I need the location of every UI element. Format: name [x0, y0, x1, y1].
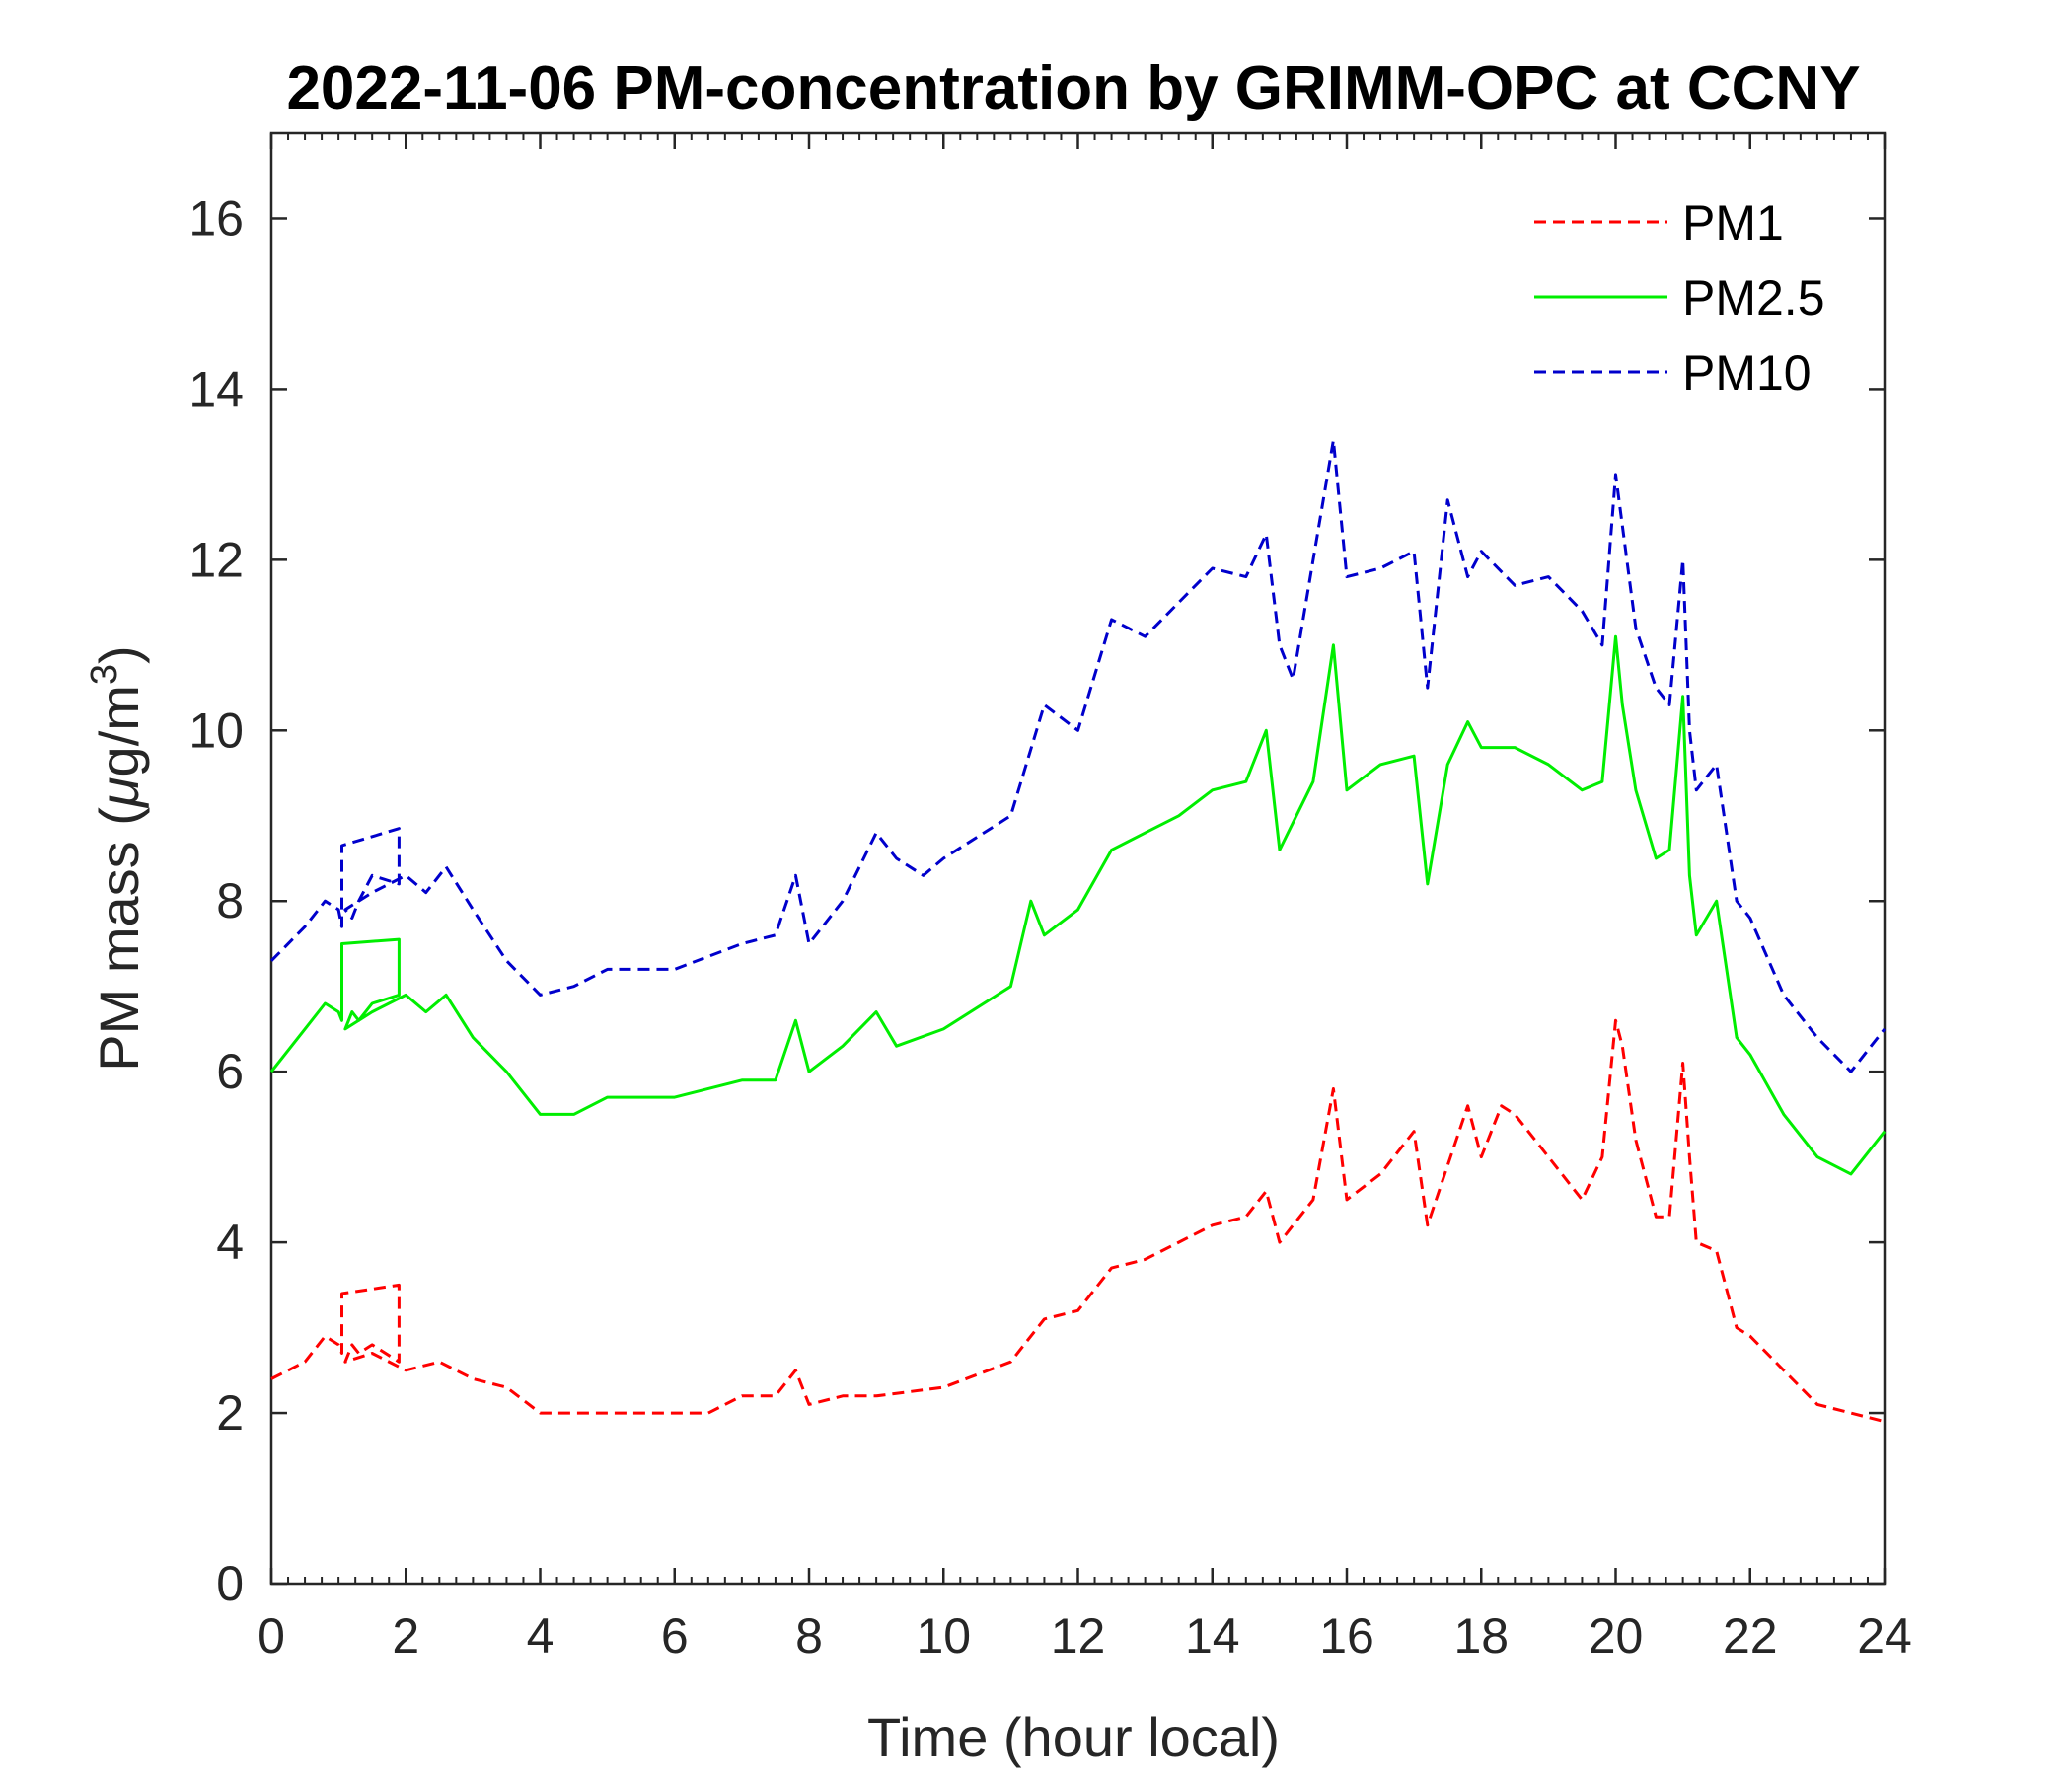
x-tick-label: 14 — [1185, 1608, 1240, 1664]
y-axis-label-sup: 3 — [84, 664, 125, 685]
y-axis-label-close: ) — [88, 645, 150, 664]
legend: PM1 PM2.5 PM10 — [1534, 195, 1825, 401]
y-axis-label-text: PM mass ( — [88, 807, 150, 1072]
y-tick-label: 12 — [188, 532, 244, 587]
x-tick-label: 20 — [1589, 1608, 1644, 1664]
series-line-pm10 — [269, 438, 1887, 1073]
y-tick-label: 4 — [216, 1215, 244, 1270]
y-tick-label: 0 — [216, 1556, 244, 1611]
y-tick-label: 14 — [188, 361, 244, 416]
y-axis-label-mu: μ — [88, 777, 150, 809]
y-tick-label: 16 — [188, 190, 244, 246]
y-tick-label: 2 — [216, 1385, 244, 1441]
x-tick-label: 2 — [392, 1608, 419, 1664]
series-line-pm1 — [270, 1018, 1886, 1424]
x-tick-label: 12 — [1051, 1608, 1106, 1664]
series-group — [269, 438, 1887, 1424]
x-axis-label: Time (hour local) — [867, 1706, 1280, 1768]
x-tick-label: 10 — [916, 1608, 971, 1664]
y-tick-label: 8 — [216, 873, 244, 928]
x-tick-label: 18 — [1453, 1608, 1509, 1664]
series-line-pm2-5 — [269, 634, 1887, 1176]
legend-label: PM10 — [1682, 345, 1812, 401]
y-axis-label: PM mass (μg/m3) — [84, 645, 150, 1071]
x-tick-label: 4 — [527, 1608, 555, 1664]
plot-frame — [269, 131, 1887, 1586]
x-tick-label: 24 — [1857, 1608, 1912, 1664]
y-axis-label-unit: g/m — [88, 685, 150, 777]
y-tick-label: 10 — [188, 703, 244, 758]
x-tick-label: 0 — [258, 1608, 285, 1664]
chart-title: 2022-11-06 PM-concentration by GRIMM-OPC… — [286, 54, 1860, 122]
legend-label: PM2.5 — [1682, 270, 1825, 326]
x-tick-label: 22 — [1723, 1608, 1778, 1664]
y-tick-label: 6 — [216, 1044, 244, 1099]
x-tick-label: 8 — [795, 1608, 823, 1664]
x-tick-label: 16 — [1319, 1608, 1374, 1664]
legend-label: PM1 — [1682, 195, 1784, 251]
x-tick-label: 6 — [661, 1608, 689, 1664]
